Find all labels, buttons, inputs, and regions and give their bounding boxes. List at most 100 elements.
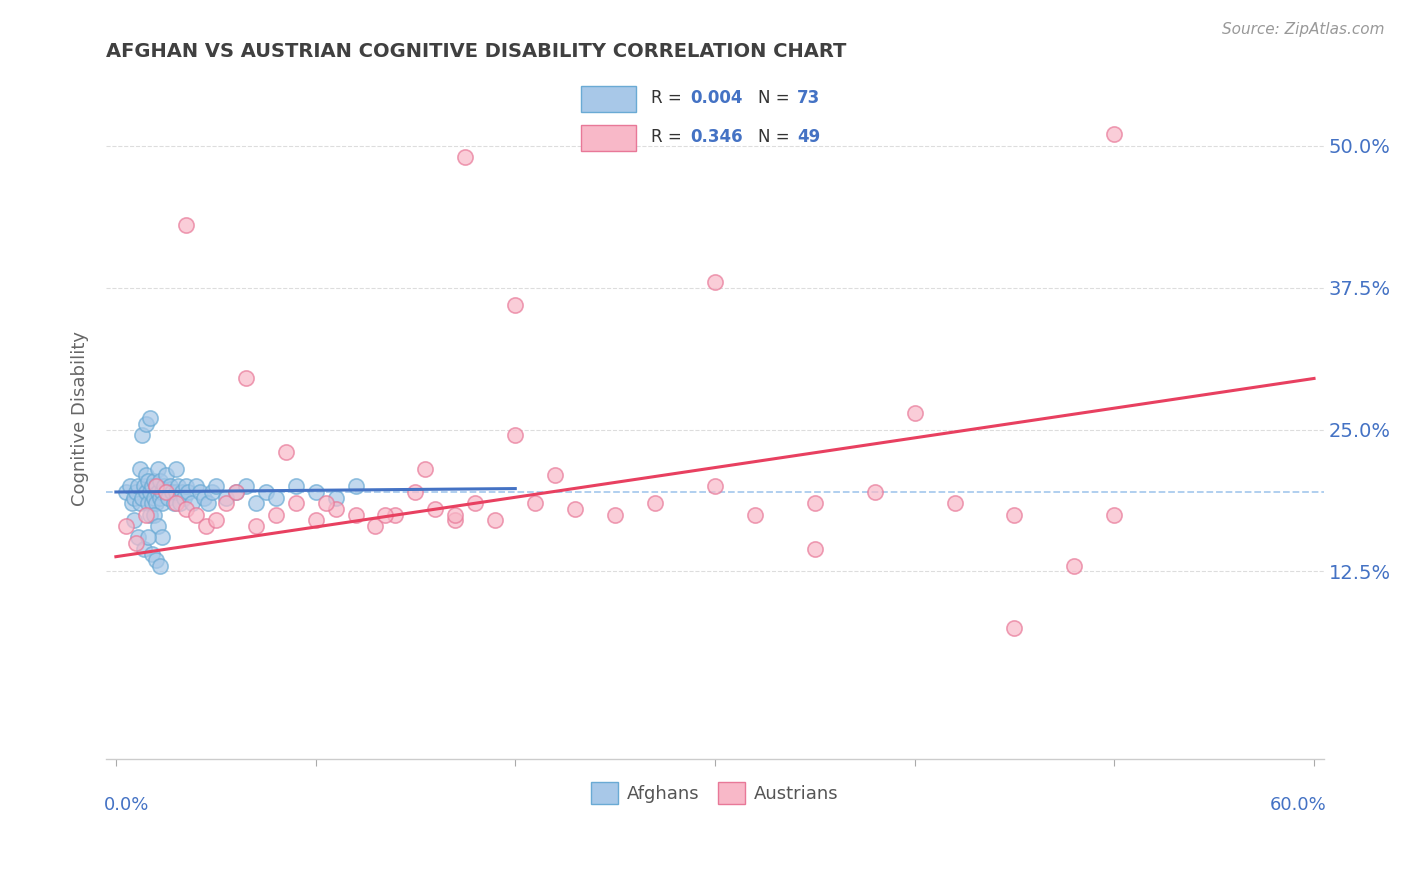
Point: [415, 462, 437, 476]
Point: [141, 548, 163, 562]
Point: [804, 541, 827, 556]
Point: [304, 485, 326, 500]
Point: [155, 467, 177, 482]
Point: [174, 218, 197, 232]
Point: [122, 491, 145, 505]
Point: [364, 519, 387, 533]
Point: [160, 485, 183, 500]
Point: [149, 474, 172, 488]
Point: [744, 508, 766, 522]
Point: [127, 530, 149, 544]
Point: [115, 485, 138, 500]
Point: [155, 485, 177, 500]
Point: [904, 405, 927, 419]
Point: [184, 508, 207, 522]
Point: [156, 491, 179, 505]
Point: [564, 502, 586, 516]
Point: [245, 496, 267, 510]
Point: [943, 496, 966, 510]
Point: [150, 496, 173, 510]
Point: [142, 491, 165, 505]
Point: [135, 467, 157, 482]
Point: [145, 479, 167, 493]
Point: [128, 496, 150, 510]
Point: [254, 485, 277, 500]
Point: [163, 496, 186, 510]
Point: [404, 485, 426, 500]
Point: [121, 496, 143, 510]
Point: [146, 485, 169, 500]
Point: [145, 553, 167, 567]
Point: [180, 496, 202, 510]
Point: [115, 519, 138, 533]
Point: [122, 513, 145, 527]
Point: [177, 485, 200, 500]
Text: Source: ZipAtlas.com: Source: ZipAtlas.com: [1222, 22, 1385, 37]
Point: [444, 513, 467, 527]
Point: [863, 485, 886, 500]
Point: [174, 502, 197, 516]
Point: [139, 508, 162, 522]
Point: [184, 479, 207, 493]
Point: [325, 491, 347, 505]
Point: [169, 496, 191, 510]
Point: [225, 485, 247, 500]
Point: [544, 467, 567, 482]
Point: [131, 491, 153, 505]
Point: [344, 479, 367, 493]
Point: [142, 474, 165, 488]
Point: [135, 508, 157, 522]
Point: [165, 496, 187, 510]
Point: [804, 496, 827, 510]
Point: [170, 485, 193, 500]
Point: [603, 508, 626, 522]
Point: [264, 491, 287, 505]
Point: [173, 491, 195, 505]
Point: [425, 502, 447, 516]
Point: [215, 491, 238, 505]
Point: [188, 485, 211, 500]
Point: [325, 502, 347, 516]
Point: [141, 496, 163, 510]
Point: [1104, 508, 1126, 522]
Point: [194, 519, 217, 533]
Point: [704, 479, 727, 493]
Point: [136, 496, 159, 510]
Point: [225, 485, 247, 500]
Point: [284, 479, 307, 493]
Text: 60.0%: 60.0%: [1270, 797, 1326, 814]
Point: [118, 479, 141, 493]
Point: [464, 496, 486, 510]
Point: [304, 513, 326, 527]
Point: [235, 479, 257, 493]
Point: [193, 491, 215, 505]
Point: [1004, 508, 1026, 522]
Point: [145, 479, 167, 493]
Point: [159, 479, 181, 493]
Point: [215, 496, 238, 510]
Point: [125, 536, 148, 550]
Point: [166, 479, 188, 493]
Point: [142, 508, 165, 522]
Text: AFGHAN VS AUSTRIAN COGNITIVE DISABILITY CORRELATION CHART: AFGHAN VS AUSTRIAN COGNITIVE DISABILITY …: [105, 42, 846, 61]
Point: [127, 479, 149, 493]
Point: [136, 530, 159, 544]
Point: [284, 496, 307, 510]
Point: [264, 508, 287, 522]
Point: [146, 462, 169, 476]
Point: [139, 485, 162, 500]
Text: 0.0%: 0.0%: [104, 797, 149, 814]
Point: [503, 298, 526, 312]
Point: [444, 508, 467, 522]
Point: [484, 513, 506, 527]
Point: [704, 275, 727, 289]
Point: [524, 496, 547, 510]
Point: [132, 541, 155, 556]
Point: [135, 485, 157, 500]
Point: [150, 485, 173, 500]
Point: [131, 428, 153, 442]
Point: [125, 485, 148, 500]
Point: [344, 508, 367, 522]
Point: [149, 558, 172, 573]
Point: [1004, 621, 1026, 635]
